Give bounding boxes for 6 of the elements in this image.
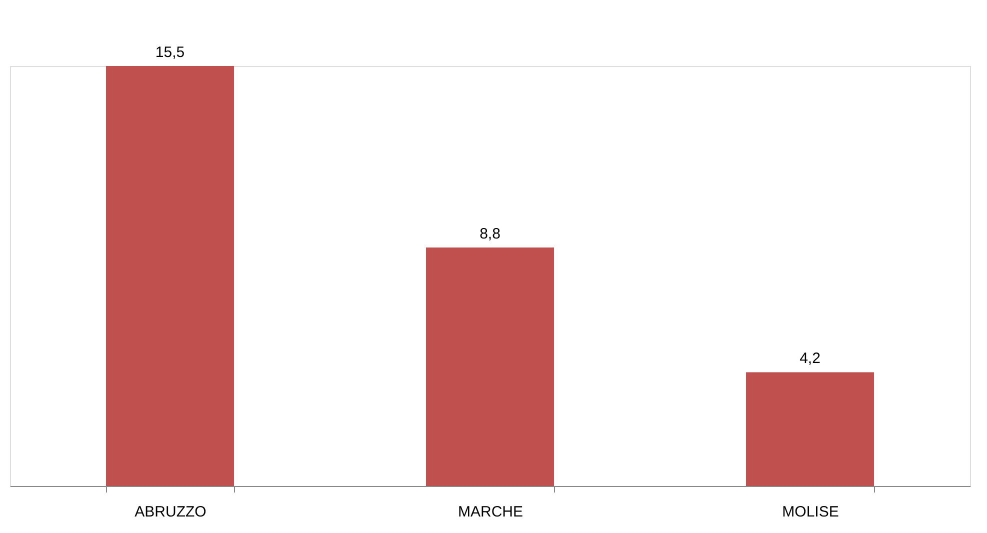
- x-tick-label: MOLISE: [782, 504, 839, 520]
- data-label: 4,2: [800, 350, 820, 368]
- x-tick-label: MARCHE: [458, 504, 524, 520]
- data-label: 8,8: [480, 226, 500, 243]
- data-label: 15,5: [155, 44, 185, 61]
- x-tick-label: ABRUZZO: [134, 504, 206, 520]
